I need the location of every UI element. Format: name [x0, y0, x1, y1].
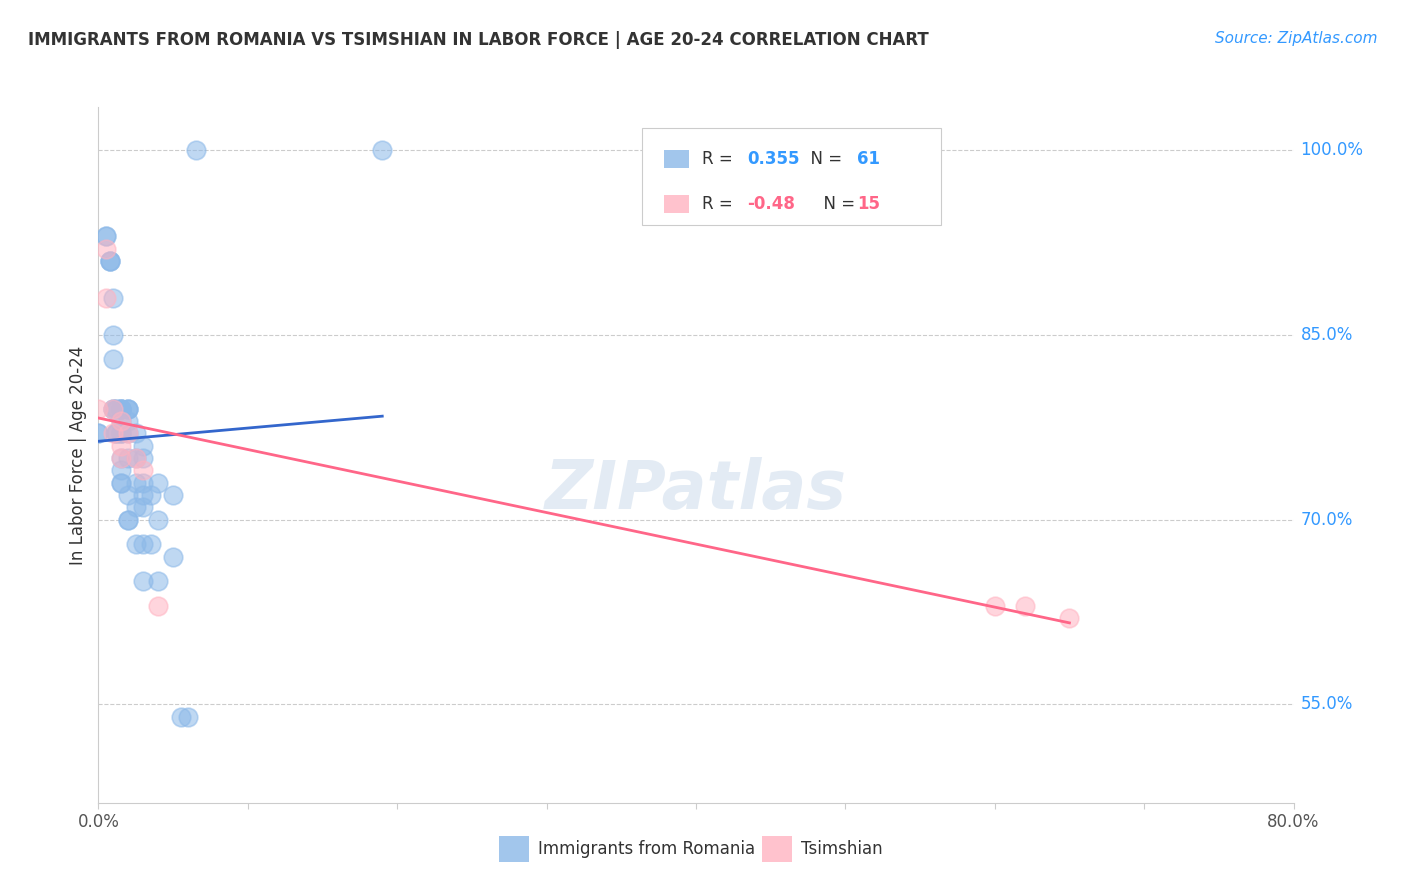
Point: [103, 401, 125, 416]
Point: [169, 709, 191, 723]
Text: 100.0%: 100.0%: [1301, 141, 1364, 159]
Point: [103, 426, 125, 441]
Text: Immigrants from Romania: Immigrants from Romania: [538, 839, 755, 858]
Bar: [664, 195, 689, 212]
Bar: [664, 151, 689, 168]
Point: [110, 450, 132, 465]
Point: [110, 439, 132, 453]
Point: [117, 401, 139, 416]
Point: [105, 401, 128, 416]
Point: [177, 709, 200, 723]
Point: [148, 512, 170, 526]
Point: [117, 426, 139, 441]
Point: [87, 401, 110, 416]
Point: [110, 401, 132, 416]
Point: [110, 426, 132, 441]
Point: [110, 401, 132, 416]
Point: [132, 450, 155, 465]
Text: IMMIGRANTS FROM ROMANIA VS TSIMSHIAN IN LABOR FORCE | AGE 20-24 CORRELATION CHAR: IMMIGRANTS FROM ROMANIA VS TSIMSHIAN IN …: [28, 31, 929, 49]
Point: [117, 401, 139, 416]
Text: 55.0%: 55.0%: [1301, 695, 1353, 714]
FancyBboxPatch shape: [643, 128, 941, 226]
Bar: [499, 836, 529, 862]
Text: 85.0%: 85.0%: [1301, 326, 1353, 343]
Point: [162, 549, 184, 564]
Text: 0.355: 0.355: [748, 150, 800, 168]
Point: [132, 500, 155, 515]
Point: [125, 500, 148, 515]
Point: [117, 512, 139, 526]
Point: [105, 426, 128, 441]
Point: [117, 401, 139, 416]
Point: [94, 291, 117, 305]
Text: N =: N =: [813, 194, 860, 213]
Point: [125, 426, 148, 441]
Point: [98, 254, 122, 268]
Point: [103, 401, 125, 416]
Point: [105, 401, 128, 416]
Text: 70.0%: 70.0%: [1301, 510, 1353, 529]
Point: [125, 475, 148, 490]
Point: [105, 426, 128, 441]
Point: [110, 426, 132, 441]
Point: [110, 475, 132, 490]
Point: [94, 229, 117, 244]
Text: 61: 61: [858, 150, 880, 168]
Point: [139, 537, 162, 551]
Point: [110, 401, 132, 416]
Point: [371, 143, 394, 157]
Point: [98, 254, 122, 268]
Point: [110, 414, 132, 428]
Point: [110, 463, 132, 477]
Point: [110, 401, 132, 416]
Point: [132, 475, 155, 490]
Text: R =: R =: [702, 194, 738, 213]
Point: [132, 537, 155, 551]
Bar: [762, 836, 792, 862]
Point: [117, 414, 139, 428]
Point: [117, 512, 139, 526]
Point: [117, 426, 139, 441]
Point: [125, 450, 148, 465]
Point: [148, 599, 170, 613]
Text: N =: N =: [800, 150, 848, 168]
Point: [132, 463, 155, 477]
Point: [110, 450, 132, 465]
Point: [139, 488, 162, 502]
Point: [184, 143, 207, 157]
Text: Source: ZipAtlas.com: Source: ZipAtlas.com: [1215, 31, 1378, 46]
Point: [1014, 599, 1036, 613]
Point: [125, 537, 148, 551]
Point: [103, 401, 125, 416]
Point: [103, 352, 125, 367]
Text: Tsimshian: Tsimshian: [801, 839, 883, 858]
Point: [87, 426, 110, 441]
Point: [110, 475, 132, 490]
Point: [117, 450, 139, 465]
Point: [98, 254, 122, 268]
Point: [148, 574, 170, 589]
Point: [94, 242, 117, 256]
Point: [132, 488, 155, 502]
Point: [148, 475, 170, 490]
Point: [103, 291, 125, 305]
Point: [1059, 611, 1081, 625]
Point: [132, 439, 155, 453]
Point: [117, 488, 139, 502]
Point: [983, 599, 1005, 613]
Point: [94, 229, 117, 244]
Point: [132, 574, 155, 589]
Point: [162, 488, 184, 502]
Text: R =: R =: [702, 150, 738, 168]
Text: 15: 15: [858, 194, 880, 213]
Text: ZIPatlas: ZIPatlas: [546, 457, 846, 523]
Point: [110, 414, 132, 428]
Point: [105, 426, 128, 441]
Point: [103, 327, 125, 342]
Text: -0.48: -0.48: [748, 194, 796, 213]
Point: [110, 426, 132, 441]
Point: [125, 450, 148, 465]
Point: [87, 426, 110, 441]
Y-axis label: In Labor Force | Age 20-24: In Labor Force | Age 20-24: [69, 345, 87, 565]
